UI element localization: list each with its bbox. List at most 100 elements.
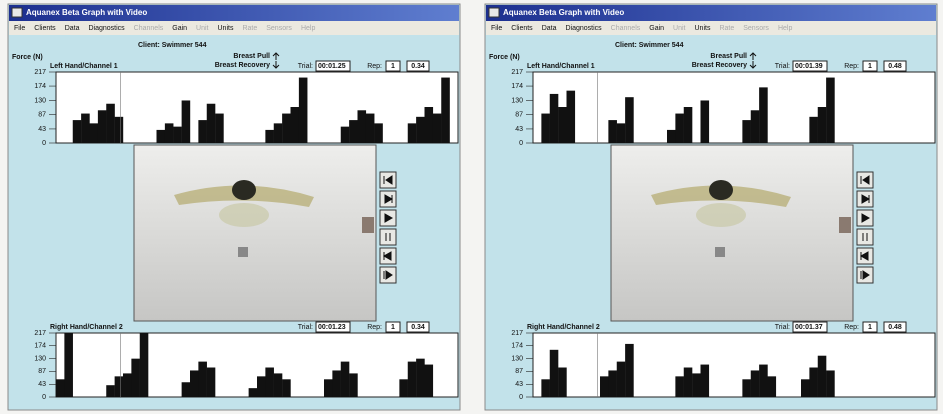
playback-button[interactable] [380,267,396,283]
playback-button[interactable] [857,267,873,283]
menu-item[interactable]: Clients [34,25,56,32]
force-bar [341,127,350,143]
force-bar [751,110,760,143]
swimmer-head [709,180,733,200]
trial-value: 00:01.39 [795,63,823,70]
playback-button[interactable] [857,172,873,188]
menu-item[interactable]: Gain [649,25,664,32]
plot-area [533,72,935,143]
force-bar [550,94,559,143]
force-bar [182,382,191,397]
pool-wall [362,217,374,233]
force-bar [742,379,751,397]
y-tick-label: 174 [34,343,46,350]
force-bar [282,379,291,397]
menu-item[interactable]: Sensors [743,25,769,32]
y-tick-label: 217 [34,330,46,337]
y-tick-label: 43 [38,126,46,133]
pool-wall [839,217,851,233]
playback-button[interactable] [857,210,873,226]
force-bar [425,365,434,397]
client-label: Client: Swimmer 544 [615,42,684,49]
rep-label: Rep: [844,63,859,70]
menu-item[interactable]: File [14,25,25,32]
y-tick-label: 0 [519,140,523,147]
app-icon [12,8,22,17]
force-bar [349,120,358,143]
force-bar [684,368,693,397]
force-bar [173,127,182,143]
playback-button[interactable] [857,248,873,264]
menu-item[interactable]: Gain [172,25,187,32]
force-bar [131,359,140,397]
y-tick-label: 217 [511,69,523,76]
playback-button[interactable] [380,172,396,188]
y-tick-label: 174 [511,83,523,90]
force-bar [809,368,818,397]
force-bar [299,78,308,143]
menu-item[interactable]: Rate [242,25,257,32]
menu-item[interactable]: Units [695,25,711,32]
force-bar [809,117,818,143]
video-frame [134,145,376,321]
force-bar [751,370,760,397]
y-tick-label: 217 [34,69,46,76]
force-bar [64,333,73,397]
y-tick-label: 130 [511,356,523,363]
trial-label: Trial: [775,63,790,70]
y-tick-label: 0 [519,394,523,401]
menu-item[interactable]: Channels [134,25,164,32]
menu-item[interactable]: Help [301,25,316,32]
menu-item[interactable]: Diagnostics [88,25,125,32]
force-bar [265,368,274,397]
y-tick-label: 0 [42,394,46,401]
y-tick-label: 217 [511,330,523,337]
force-bar [106,104,115,143]
force-bar [349,373,358,397]
force-bar [90,123,99,143]
menu-item[interactable]: Help [778,25,793,32]
force-bar [282,114,291,143]
force-bar [140,333,149,397]
playback-button[interactable] [857,229,873,245]
force-bar [115,117,124,143]
rep-time: 0.48 [888,63,902,70]
force-bar [625,97,634,143]
force-bar [207,104,216,143]
force-bar [157,130,166,143]
menu-item[interactable]: Diagnostics [565,25,602,32]
rep-value: 1 [868,324,872,331]
menu-item[interactable]: Sensors [266,25,292,32]
menu-item[interactable]: Clients [511,25,533,32]
screenshot: Aquanex Beta Graph with VideoFileClients… [0,0,943,414]
menu-item[interactable]: Unit [673,25,686,32]
force-bar [617,362,626,397]
menu-item[interactable]: Units [218,25,234,32]
force-bar [692,373,701,397]
playback-button[interactable] [380,191,396,207]
force-bar [675,376,684,397]
stroke-legend: Breast Recovery [692,62,747,69]
force-bar [608,120,617,143]
rep-value: 1 [868,63,872,70]
force-bar [215,114,224,143]
force-bar [667,130,676,143]
force-bar [818,107,827,143]
playback-button[interactable] [380,248,396,264]
menu-item[interactable]: Channels [611,25,641,32]
menu-item[interactable]: Data [542,25,557,32]
menu-item[interactable]: Unit [196,25,209,32]
force-bar [106,385,115,397]
menu-item[interactable]: File [491,25,502,32]
trial-value: 00:01.25 [318,63,346,70]
menu-item[interactable]: Rate [719,25,734,32]
stroke-legend: Breast Pull [233,53,270,60]
playback-button[interactable] [380,229,396,245]
y-tick-label: 87 [38,368,46,375]
playback-button[interactable] [857,191,873,207]
y-tick-label: 43 [38,381,46,388]
menu-item[interactable]: Data [65,25,80,32]
playback-button[interactable] [380,210,396,226]
y-tick-label: 87 [515,111,523,118]
force-bar [265,130,274,143]
